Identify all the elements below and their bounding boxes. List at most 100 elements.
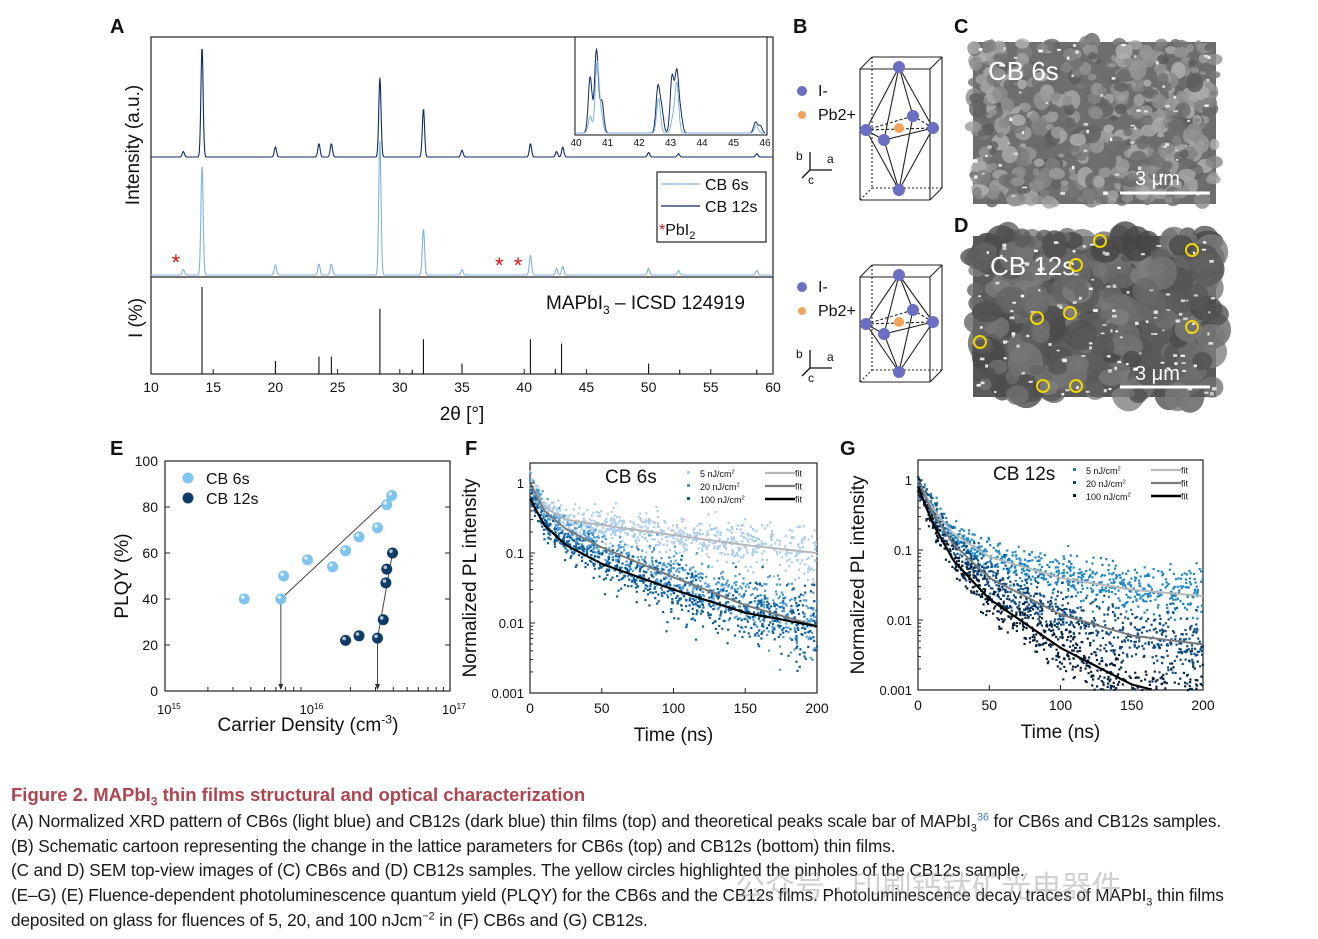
decay-point-1	[727, 585, 730, 588]
decay-point-1	[956, 552, 959, 556]
decay-point-0	[989, 557, 992, 560]
decay-point-0	[945, 516, 948, 520]
decay-point-2	[747, 610, 751, 614]
decay-point-1	[994, 564, 997, 567]
decay-point-2	[1111, 663, 1115, 666]
decay-point-1	[953, 541, 956, 544]
decay-point-2	[758, 629, 761, 632]
decay-point-0	[573, 522, 576, 525]
decay-point-2	[554, 530, 557, 534]
decay-point-2	[620, 551, 623, 554]
sem-grain	[1147, 256, 1177, 290]
decay-point-0	[612, 529, 615, 532]
decay-point-2	[614, 565, 617, 568]
decay-point-1	[1191, 647, 1194, 650]
decay-point-2	[773, 605, 776, 608]
decay-point-2	[993, 590, 996, 593]
decay-point-1	[669, 560, 673, 563]
decay-point-1	[1034, 602, 1037, 605]
decay-point-2	[1097, 677, 1100, 680]
decay-point-1	[1003, 553, 1006, 557]
decay-point-1	[624, 563, 628, 567]
sem-bright-spot	[1207, 55, 1211, 59]
decay-point-2	[535, 498, 538, 501]
decay-point-0	[1188, 581, 1192, 584]
decay-point-1	[724, 583, 728, 586]
iodide-ion	[878, 328, 890, 340]
point-highlight	[382, 579, 387, 583]
decay-point-2	[775, 615, 778, 618]
decay-point-1	[977, 559, 980, 562]
decay-point-1	[1099, 649, 1102, 652]
decay-point-0	[1034, 576, 1037, 580]
sem-grain	[1075, 152, 1087, 161]
decay-point-2	[714, 620, 717, 623]
decay-point-1	[767, 630, 770, 633]
lattice-edge	[865, 321, 934, 325]
decay-point-2	[1031, 629, 1035, 633]
decay-point-0	[1067, 589, 1070, 592]
decay-point-0	[771, 533, 774, 536]
decay-point-1	[656, 581, 659, 584]
decay-point-2	[640, 565, 643, 568]
decay-point-0	[666, 544, 669, 547]
decay-point-1	[974, 569, 977, 573]
decay-point-2	[718, 577, 721, 580]
decay-point-1	[1196, 650, 1199, 653]
decay-point-1	[707, 583, 710, 586]
decay-point-0	[1024, 574, 1027, 577]
decay-point-2	[639, 567, 642, 571]
decay-point-0	[1143, 587, 1146, 590]
decay-point-2	[534, 502, 537, 505]
decay-point-0	[1141, 598, 1145, 601]
decay-point-0	[722, 545, 725, 548]
decay-point-1	[1152, 619, 1156, 622]
decay-point-0	[1111, 559, 1114, 562]
decay-point-2	[593, 567, 597, 570]
decay-point-2	[795, 638, 798, 641]
decay-point-1	[1051, 623, 1054, 626]
sem-bright-spot	[1204, 104, 1209, 107]
decay-point-0	[755, 537, 759, 540]
decay-point-0	[947, 525, 951, 528]
decay-point-1	[1198, 650, 1201, 653]
decay-point-1	[652, 548, 656, 552]
sem-bright-spot	[1002, 246, 1007, 250]
decay-point-2	[750, 601, 753, 604]
decay-point-2	[1173, 681, 1176, 684]
iodide-ion	[860, 318, 872, 330]
decay-point-1	[734, 574, 737, 578]
decay-point-0	[600, 530, 603, 533]
decay-point-0	[966, 537, 970, 540]
decay-point-2	[602, 578, 605, 581]
decay-point-1	[1022, 588, 1025, 591]
sem-bright-spot	[999, 64, 1005, 67]
decay-point-1	[1140, 631, 1144, 634]
decay-point-1	[961, 555, 964, 558]
decay-point-2	[1108, 641, 1111, 644]
decay-point-0	[1144, 575, 1147, 578]
decay-point-0	[751, 551, 754, 554]
decay-point-1	[1180, 633, 1183, 636]
decay-point-2	[767, 624, 771, 627]
sem-bright-spot	[1166, 367, 1171, 370]
decay-point-0	[712, 527, 715, 531]
decay-point-0	[746, 532, 749, 535]
decay-point-1	[1111, 611, 1115, 614]
panel-letter-E: E	[110, 438, 123, 460]
decay-point-1	[729, 604, 732, 608]
decay-point-1	[1172, 611, 1175, 615]
decay-point-2	[590, 553, 593, 557]
decay-point-1	[972, 569, 975, 573]
sem-grain	[1092, 263, 1107, 278]
decay-point-0	[971, 552, 974, 555]
decay-point-0	[613, 532, 616, 535]
decay-point-1	[1137, 645, 1140, 648]
decay-point-0	[598, 529, 601, 532]
decay-point-1	[1177, 651, 1180, 654]
decay-point-2	[760, 632, 763, 636]
fit-line	[280, 495, 393, 600]
decay-point-2	[622, 576, 625, 580]
decay-point-2	[701, 577, 704, 580]
decay-point-1	[1171, 671, 1174, 674]
